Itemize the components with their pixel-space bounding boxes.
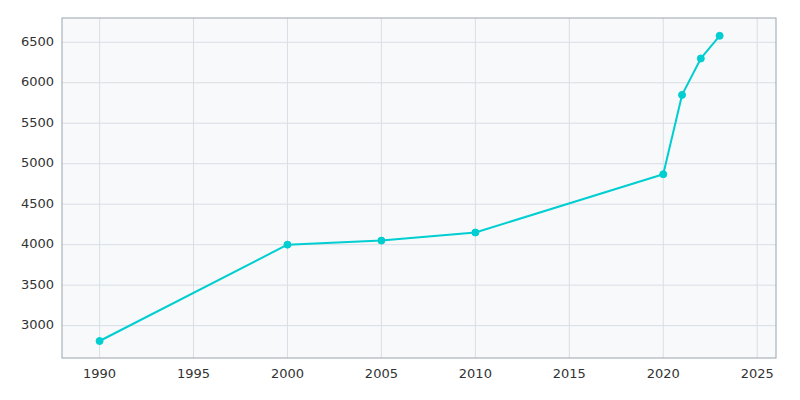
y-tick-label: 4000 (21, 236, 54, 251)
x-grid-line (381, 18, 382, 358)
y-grid-line (62, 285, 776, 286)
y-grid-line (62, 42, 776, 43)
axes: 3000 3500 4000 4500 5000 5500 6000 6500 1990 1995… (21, 18, 776, 381)
marker (284, 241, 291, 248)
x-tick-label: 2025 (741, 366, 774, 381)
y-grid-line (62, 325, 776, 326)
marker (716, 32, 723, 39)
x-tick-label: 2000 (271, 366, 304, 381)
x-tick-label: 2005 (365, 366, 398, 381)
x-tick-label: 2010 (459, 366, 492, 381)
marker (378, 237, 385, 244)
plot-frame (62, 18, 776, 358)
page: {"chart_data": {"type": "line", "x": [19… (0, 0, 800, 400)
grid (62, 18, 776, 358)
x-grid-line (475, 18, 476, 358)
series (96, 32, 723, 344)
y-grid-line (62, 123, 776, 124)
x-tick-label: 2015 (553, 366, 586, 381)
y-grid-line (62, 82, 776, 83)
x-tick-label: 1990 (83, 366, 116, 381)
x-grid-line (569, 18, 570, 358)
line (100, 36, 720, 341)
x-grid-line (287, 18, 288, 358)
y-grid-line (62, 244, 776, 245)
x-grid-line (193, 18, 194, 358)
y-tick-label: 3000 (21, 317, 54, 332)
marker (697, 55, 704, 62)
marker (96, 338, 103, 345)
marker (660, 171, 667, 178)
chart-container: 3000 3500 4000 4500 5000 5500 6000 6500 1990 1995… (0, 0, 800, 400)
y-grid-line (62, 163, 776, 164)
y-tick-label: 5000 (21, 155, 54, 170)
x-grid-line (99, 18, 100, 358)
y-tick-label: 6000 (21, 74, 54, 89)
x-grid-line (663, 18, 664, 358)
marker (472, 229, 479, 236)
y-tick-label: 4500 (21, 196, 54, 211)
x-grid-line (757, 18, 758, 358)
chart: 3000 3500 4000 4500 5000 5500 6000 6500 1990 1995… (0, 0, 800, 400)
y-grid-line (62, 204, 776, 205)
x-tick-label: 1995 (177, 366, 210, 381)
plot-area (62, 18, 776, 358)
x-tick-label: 2020 (647, 366, 680, 381)
y-tick-label: 3500 (21, 277, 54, 292)
marker (679, 91, 686, 98)
y-tick-label: 5500 (21, 115, 54, 130)
y-tick-label: 6500 (21, 34, 54, 49)
